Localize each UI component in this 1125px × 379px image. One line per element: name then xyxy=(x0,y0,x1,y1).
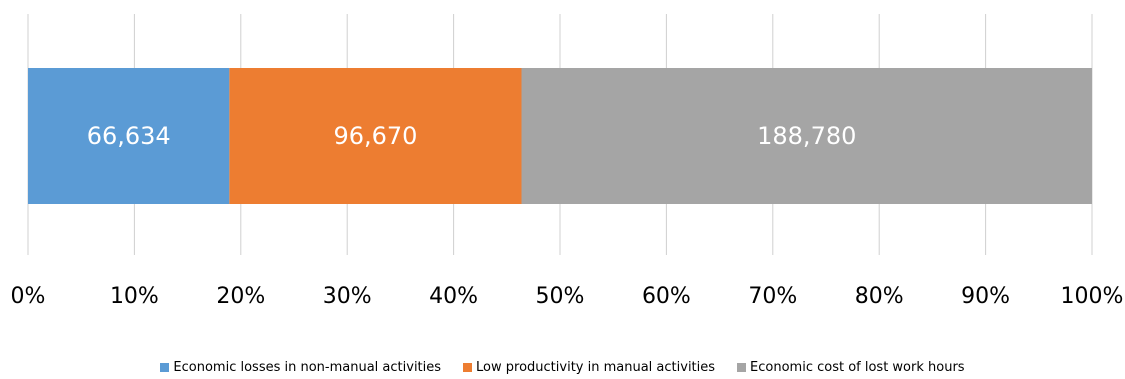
bar-data-label: 188,780 xyxy=(757,122,856,150)
x-tick-label: 100% xyxy=(1061,284,1124,309)
bar-segment-1 xyxy=(28,68,230,204)
legend-label: Economic cost of lost work hours xyxy=(750,359,965,375)
legend-label: Economic losses in non-manual activities xyxy=(173,359,442,375)
bar-segment-2 xyxy=(229,68,522,204)
legend-item-lost-work-hours: Economic cost of lost work hours xyxy=(737,357,965,377)
x-tick-label: 30% xyxy=(323,284,372,309)
legend-swatch-blue xyxy=(160,362,170,372)
stacked-bar-chart: 66,634 96,670 188,780 0% 10% 20% 30% 40% 50% 60%… xyxy=(11,14,1124,309)
legend-item-low-productivity: Low productivity in manual activities xyxy=(463,357,715,377)
legend-label: Low productivity in manual activities xyxy=(476,359,716,375)
legend-item-non-manual-losses: Economic losses in non-manual activities xyxy=(160,357,441,377)
bar-segment-3 xyxy=(521,68,1092,204)
chart-legend: Economic losses in non-manual activities… xyxy=(0,357,1125,377)
x-tick-label: 80% xyxy=(855,284,904,309)
legend-swatch-gray xyxy=(737,362,747,372)
x-tick-label: 20% xyxy=(216,284,265,309)
legend-swatch-orange xyxy=(463,362,473,372)
bar-data-label: 66,634 xyxy=(87,122,171,150)
x-tick-label: 60% xyxy=(642,284,691,309)
bar-data-label: 96,670 xyxy=(333,122,417,150)
x-tick-label: 50% xyxy=(536,284,585,309)
x-tick-label: 70% xyxy=(748,284,797,309)
x-tick-label: 90% xyxy=(961,284,1010,309)
x-tick-label: 10% xyxy=(110,284,159,309)
x-tick-label: 0% xyxy=(11,284,46,309)
x-tick-label: 40% xyxy=(429,284,478,309)
